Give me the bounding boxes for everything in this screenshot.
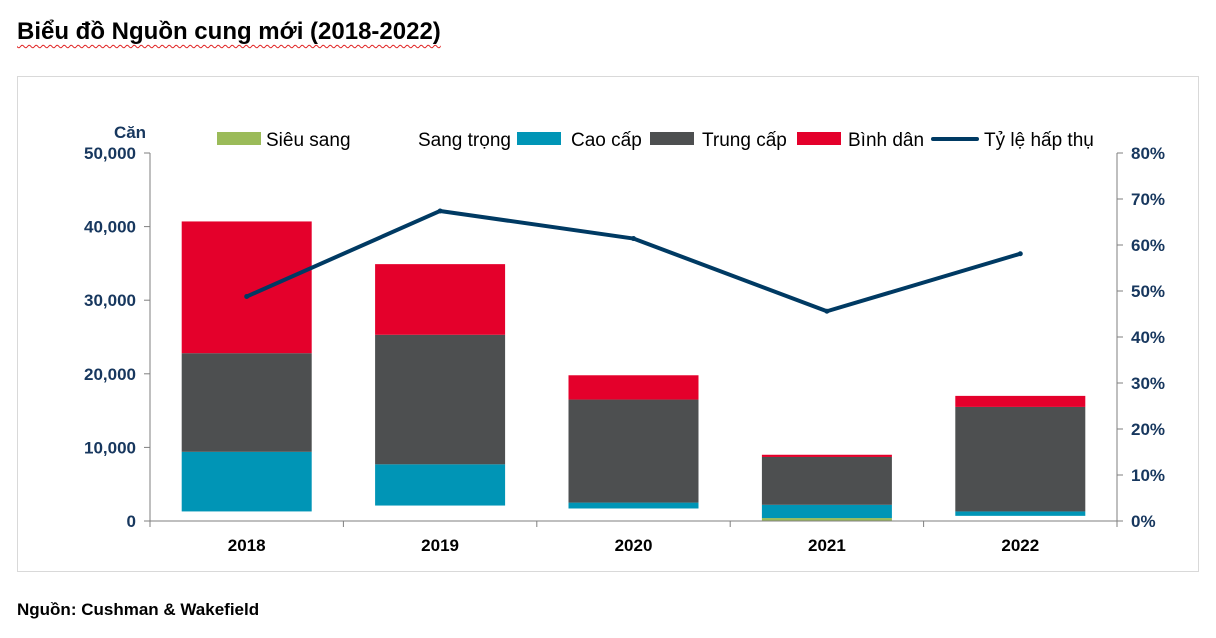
- chart-legend: Siêu sang Sang trọng Cao cấp Trung cấp Bình …: [217, 130, 1094, 151]
- y2-tick-label: 0%: [1131, 512, 1156, 531]
- bar-2019-series-1: [375, 505, 506, 521]
- bar-2018-series-1: [181, 511, 312, 521]
- legend-label-3: Trung cấp: [702, 130, 787, 151]
- legend-swatch-0: [217, 132, 261, 145]
- y-tick-label: 0: [127, 512, 136, 531]
- bar-2022-series-3: [955, 406, 1086, 512]
- x-tick-label: 2018: [228, 536, 266, 555]
- legend-swatch-1: [366, 132, 410, 145]
- y2-tick-label: 70%: [1131, 190, 1165, 209]
- bar-2022-series-2: [955, 511, 1086, 516]
- legend-swatch-3: [650, 132, 694, 145]
- x-tick-label: 2020: [615, 536, 653, 555]
- x-tick-label: 2022: [1001, 536, 1039, 555]
- legend-label-2: Cao cấp: [571, 130, 642, 151]
- absorption-point-2018: [244, 294, 250, 300]
- legend-label-0: Siêu sang: [266, 130, 351, 151]
- absorption-point-2021: [824, 308, 830, 314]
- legend-swatch-4: [797, 132, 841, 145]
- bar-2018-series-4: [181, 221, 312, 354]
- absorption-rate-line: [244, 208, 1023, 314]
- y2-tick-label: 30%: [1131, 374, 1165, 393]
- bar-2018-series-3: [181, 353, 312, 452]
- bar-2019-series-3: [375, 334, 506, 465]
- bar-2022-series-1: [955, 515, 1086, 521]
- bar-2020-series-4: [568, 375, 699, 400]
- x-tick-label: 2019: [421, 536, 459, 555]
- absorption-point-2020: [631, 236, 636, 242]
- y2-tick-label: 60%: [1131, 236, 1165, 255]
- bar-2019-series-2: [375, 464, 506, 506]
- legend-label-5: Tỷ lệ hấp thụ: [984, 130, 1094, 151]
- legend-label-4: Bình dân: [848, 130, 924, 151]
- y-tick-label: 30,000: [84, 291, 136, 310]
- y-tick-label: 20,000: [84, 365, 136, 384]
- absorption-point-2019: [437, 208, 443, 214]
- y2-tick-label: 20%: [1131, 420, 1165, 439]
- bar-2020-series-2: [568, 502, 699, 509]
- y-tick-label: 10,000: [84, 438, 136, 457]
- legend-swatch-2: [517, 132, 561, 145]
- y2-tick-label: 50%: [1131, 282, 1165, 301]
- source-note: Nguồn: Cushman & Wakefield: [17, 600, 260, 619]
- axes-layer: 0 10,000 20,000 30,000 40,000 50,000 0% 10% 20% 3…: [84, 144, 1165, 555]
- bar-2019-series-4: [375, 264, 506, 335]
- bar-2020-series-3: [568, 399, 699, 503]
- y2-tick-label: 80%: [1131, 144, 1165, 163]
- y-axis-unit-label: Căn: [114, 123, 146, 142]
- y-tick-label: 50,000: [84, 144, 136, 163]
- legend-label-1: Sang trọng: [418, 130, 511, 151]
- bar-2022-series-4: [955, 395, 1086, 407]
- page-title: Biểu đồ Nguồn cung mới (2018-2022): [17, 18, 441, 45]
- y-tick-label: 40,000: [84, 218, 136, 237]
- y2-tick-label: 40%: [1131, 328, 1165, 347]
- bar-2020-series-1: [568, 508, 699, 521]
- bar-2021-series-3: [761, 456, 892, 505]
- x-tick-label: 2021: [808, 536, 846, 555]
- bar-2021-series-4: [761, 454, 892, 457]
- absorption-point-2022: [1017, 251, 1023, 257]
- bar-2021-series-0: [761, 518, 892, 521]
- absorption-line-layer: [244, 208, 1023, 314]
- bars-layer: [181, 221, 1086, 521]
- bar-2018-series-2: [181, 451, 312, 512]
- y2-tick-label: 10%: [1131, 466, 1165, 485]
- bar-2021-series-2: [761, 504, 892, 519]
